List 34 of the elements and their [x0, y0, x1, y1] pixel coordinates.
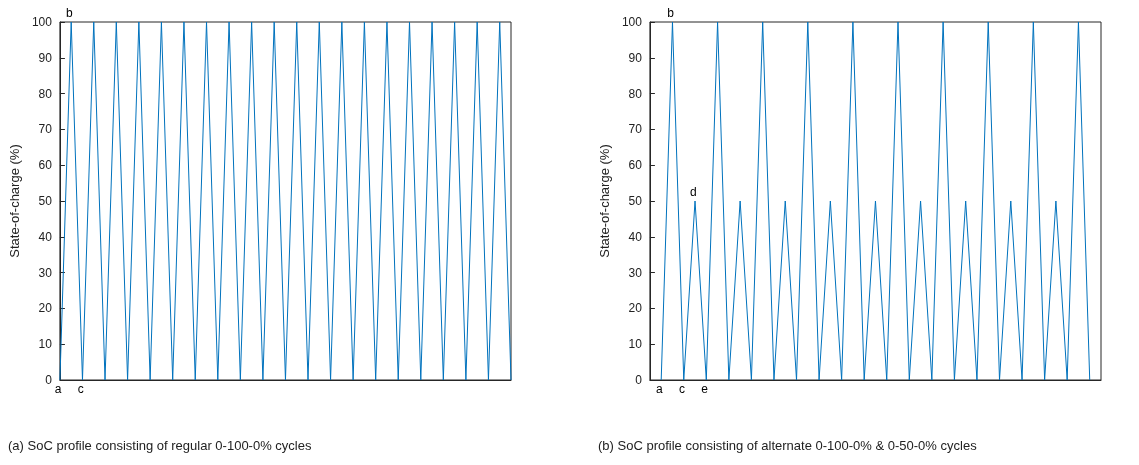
annotation: c	[678, 382, 685, 396]
y-tick-label: 70	[38, 122, 53, 137]
y-tick-label: 10	[628, 337, 643, 352]
y-tick-label: 90	[628, 50, 643, 65]
y-tick-label: 20	[38, 301, 53, 316]
y-tick-label: 70	[628, 122, 643, 137]
annotation: e	[701, 382, 709, 396]
y-tick-label: 50	[628, 194, 643, 208]
annotation: c	[77, 382, 84, 396]
y-axis-title: State-of-charge (%)	[7, 144, 22, 258]
annotation: d	[689, 185, 697, 199]
y-tick-label: 0	[45, 373, 53, 387]
y-tick-label: 20	[628, 301, 643, 316]
y-axis-title: State-of-charge (%)	[597, 144, 612, 258]
y-tick-label: 10	[38, 337, 53, 352]
y-tick-label: 80	[628, 86, 643, 101]
y-tick-label: 60	[38, 158, 53, 173]
text: (b) SoC profile consisting of alternate 0-100-0% & 0-50-0% cycles	[598, 438, 978, 453]
annotation: a	[54, 382, 62, 396]
text: (a) SoC profile consisting of regular 0-100-0% cycles	[8, 438, 312, 453]
y-tick-label: 100	[621, 15, 643, 29]
y-tick-label: 100	[31, 15, 53, 29]
y-tick-label: 40	[628, 229, 643, 244]
annotation: b	[65, 6, 73, 20]
y-tick-label: 40	[38, 229, 53, 244]
y-tick-label: 30	[628, 265, 643, 280]
y-tick-label: 50	[38, 194, 53, 208]
y-tick-label: 90	[38, 50, 53, 65]
annotation: b	[667, 6, 675, 20]
y-tick-label: 80	[38, 86, 53, 101]
y-tick-label: 60	[628, 158, 643, 173]
annotation: a	[655, 382, 663, 396]
y-tick-label: 30	[38, 265, 53, 280]
y-tick-label: 0	[635, 373, 643, 387]
